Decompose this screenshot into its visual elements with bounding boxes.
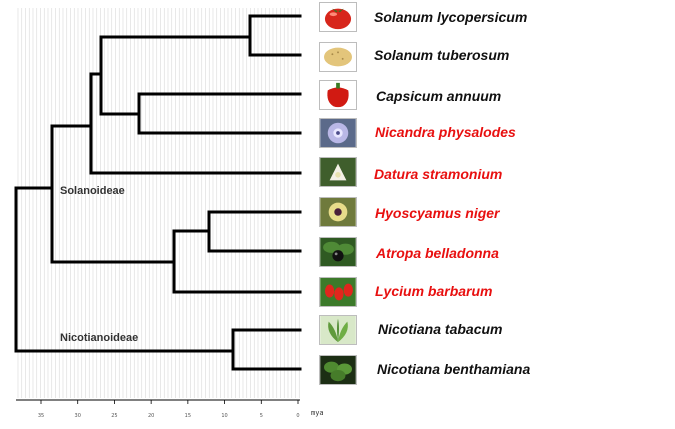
axis-tick-label: 5 — [260, 413, 263, 419]
datura-flower-icon — [319, 157, 357, 187]
axis-unit-label: mya — [311, 409, 324, 417]
goji-berry-icon — [319, 277, 357, 307]
axis-tick-label: 10 — [221, 413, 227, 419]
species-label-atropa-belladonna: Atropa belladonna — [376, 245, 499, 261]
axis-tick-label: 0 — [296, 413, 299, 419]
species-label-nicotiana-benthamiana: Nicotiana benthamiana — [377, 361, 531, 377]
benthamiana-plant-icon — [319, 355, 357, 385]
species-label-capsicum-annuum: Capsicum annuum — [376, 88, 502, 104]
nicandra-flower-icon — [319, 118, 357, 148]
clade-label-nicotianoideae: Nicotianoideae — [60, 332, 138, 344]
hyoscyamus-flower-icon — [319, 197, 357, 227]
axis-tick-label: 30 — [75, 413, 81, 419]
clade-label-solanoideae: Solanoideae — [60, 185, 125, 197]
tobacco-plant-icon — [319, 315, 357, 345]
potato-icon — [319, 42, 357, 72]
axis-tick-label: 15 — [185, 413, 191, 419]
axis-tick-label: 35 — [38, 413, 44, 419]
pepper-icon — [319, 80, 357, 110]
species-label-lycium-barbarum: Lycium barbarum — [375, 283, 493, 299]
species-label-nicotiana-tabacum: Nicotiana tabacum — [378, 321, 503, 337]
belladonna-berry-icon — [319, 237, 357, 267]
species-label-nicandra-physalodes: Nicandra physalodes — [375, 124, 516, 140]
species-label-solanum-lycopersicum: Solanum lycopersicum — [374, 9, 528, 25]
tree-branches — [14, 14, 302, 371]
time-gridlines — [17, 8, 300, 398]
species-label-datura-stramonium: Datura stramonium — [374, 166, 503, 182]
time-axis: 35 30 25 20 15 10 5 0 mya — [16, 399, 324, 419]
axis-tick-label: 20 — [148, 413, 154, 419]
species-label-solanum-tuberosum: Solanum tuberosum — [374, 47, 510, 63]
tomato-icon — [319, 2, 357, 32]
axis-tick-label: 25 — [111, 413, 117, 419]
species-label-hyoscyamus-niger: Hyoscyamus niger — [375, 205, 500, 221]
